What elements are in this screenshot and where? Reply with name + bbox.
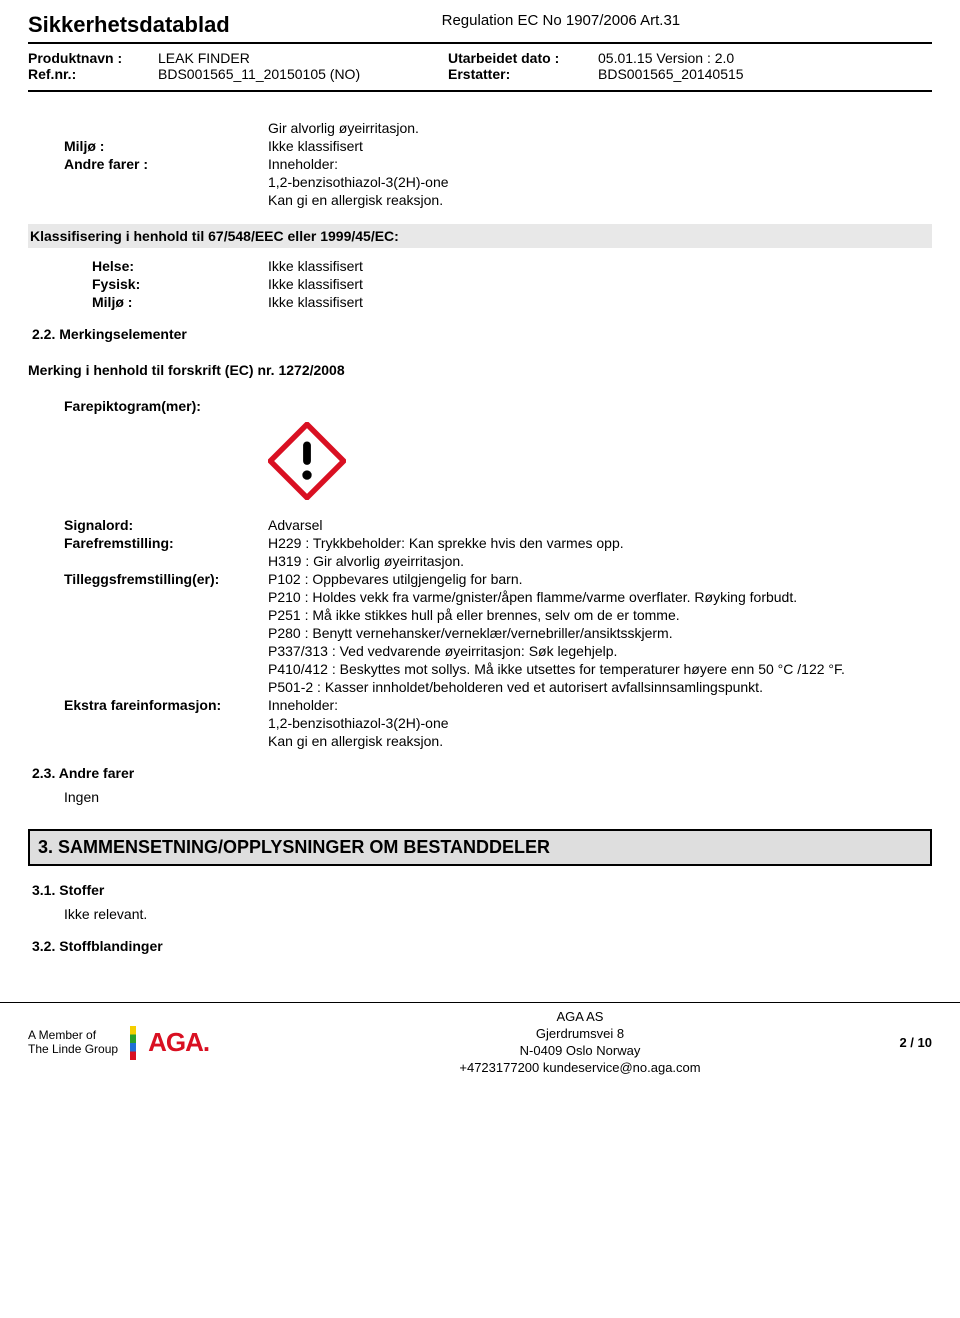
andre-farer-label: Andre farer : — [28, 156, 268, 172]
member-line1: A Member of — [28, 1029, 118, 1043]
footer-addr3: +4723177200 kundeservice@no.aga.com — [308, 1060, 852, 1077]
merking-heading: Merking i henhold til forskrift (EC) nr.… — [28, 358, 932, 382]
pictogram-label: Farepiktogram(mer): — [64, 398, 932, 414]
ekstra-label: Ekstra fareinformasjon: — [28, 697, 268, 713]
p102: P102 : Oppbevares utilgjengelig for barn… — [268, 571, 932, 587]
section-3-1: 3.1. Stoffer — [32, 882, 932, 898]
footer-addr1: Gjerdrumsvei 8 — [308, 1026, 852, 1043]
date-value: 05.01.15 Version : 2.0 — [598, 50, 932, 66]
ekstra1: Inneholder: — [268, 697, 932, 713]
h229: H229 : Trykkbeholder: Kan sprekke hvis d… — [268, 535, 932, 551]
intro-eye-irritation: Gir alvorlig øyeirritasjon. — [268, 120, 932, 136]
signalord-label: Signalord: — [28, 517, 268, 533]
member-line2: The Linde Group — [28, 1043, 118, 1057]
miljo2-label: Miljø : — [28, 294, 268, 310]
section-2-2: 2.2. Merkingselementer — [32, 326, 932, 342]
andre-farer-l2: 1,2-benzisothiazol-3(2H)-one — [268, 174, 932, 190]
helse-label: Helse: — [28, 258, 268, 274]
miljo-label: Miljø : — [28, 138, 268, 154]
ekstra3: Kan gi en allergisk reaksjon. — [268, 733, 932, 749]
product-name-label: Produktnavn : — [28, 50, 158, 66]
product-name: LEAK FINDER — [158, 50, 448, 66]
doc-title: Sikkerhetsdatablad — [28, 12, 230, 38]
helse-value: Ikke klassifisert — [268, 258, 932, 274]
p337: P337/313 : Ved vedvarende øyeirritasjon:… — [268, 643, 932, 659]
h319: H319 : Gir alvorlig øyeirritasjon. — [268, 553, 932, 569]
andre-farer-l3: Kan gi en allergisk reaksjon. — [268, 192, 932, 208]
p410: P410/412 : Beskyttes mot sollys. Må ikke… — [268, 661, 932, 677]
ref-label: Ref.nr.: — [28, 66, 158, 82]
signalord-value: Advarsel — [268, 517, 932, 533]
page-footer: A Member of The Linde Group AGA. AGA AS … — [0, 1002, 960, 1087]
p501: P501-2 : Kasser innholdet/beholderen ved… — [268, 679, 932, 695]
replaces-value: BDS001565_20140515 — [598, 66, 932, 82]
section-3-1-value: Ikke relevant. — [28, 906, 932, 922]
section-3-heading: 3. SAMMENSETNING/OPPLYSNINGER OM BESTAND… — [28, 829, 932, 866]
regulation-text: Regulation EC No 1907/2006 Art.31 — [442, 12, 681, 38]
fysisk-value: Ikke klassifisert — [268, 276, 932, 292]
ekstra2: 1,2-benzisothiazol-3(2H)-one — [268, 715, 932, 731]
section-3-2: 3.2. Stoffblandinger — [32, 938, 932, 954]
andre-farer-l1: Inneholder: — [268, 156, 932, 172]
document-meta: Produktnavn : LEAK FINDER Utarbeidet dat… — [28, 44, 932, 92]
p251: P251 : Må ikke stikkes hull på eller bre… — [268, 607, 932, 623]
p280: P280 : Benytt vernehansker/verneklær/ver… — [268, 625, 932, 641]
hazard-pictogram-exclamation — [268, 422, 932, 503]
miljo-value: Ikke klassifisert — [268, 138, 932, 154]
section-2-3-value: Ingen — [28, 789, 932, 805]
miljo2-value: Ikke klassifisert — [268, 294, 932, 310]
replaces-label: Erstatter: — [448, 66, 598, 82]
aga-logo: AGA. — [148, 1027, 209, 1058]
classification-heading: Klassifisering i henhold til 67/548/EEC … — [28, 224, 932, 248]
fysisk-label: Fysisk: — [28, 276, 268, 292]
linde-stripe-icon — [130, 1026, 136, 1060]
page-number: 2 / 10 — [852, 1035, 932, 1050]
footer-addr2: N-0409 Oslo Norway — [308, 1043, 852, 1060]
p210: P210 : Holdes vekk fra varme/gnister/åpe… — [268, 589, 932, 605]
date-label: Utarbeidet dato : — [448, 50, 598, 66]
ref-value: BDS001565_11_20150105 (NO) — [158, 66, 448, 82]
footer-company: AGA AS — [308, 1009, 852, 1026]
fare-label: Farefremstilling: — [28, 535, 268, 551]
tillegg-label: Tilleggsfremstilling(er): — [28, 571, 268, 587]
section-2-3: 2.3. Andre farer — [32, 765, 932, 781]
